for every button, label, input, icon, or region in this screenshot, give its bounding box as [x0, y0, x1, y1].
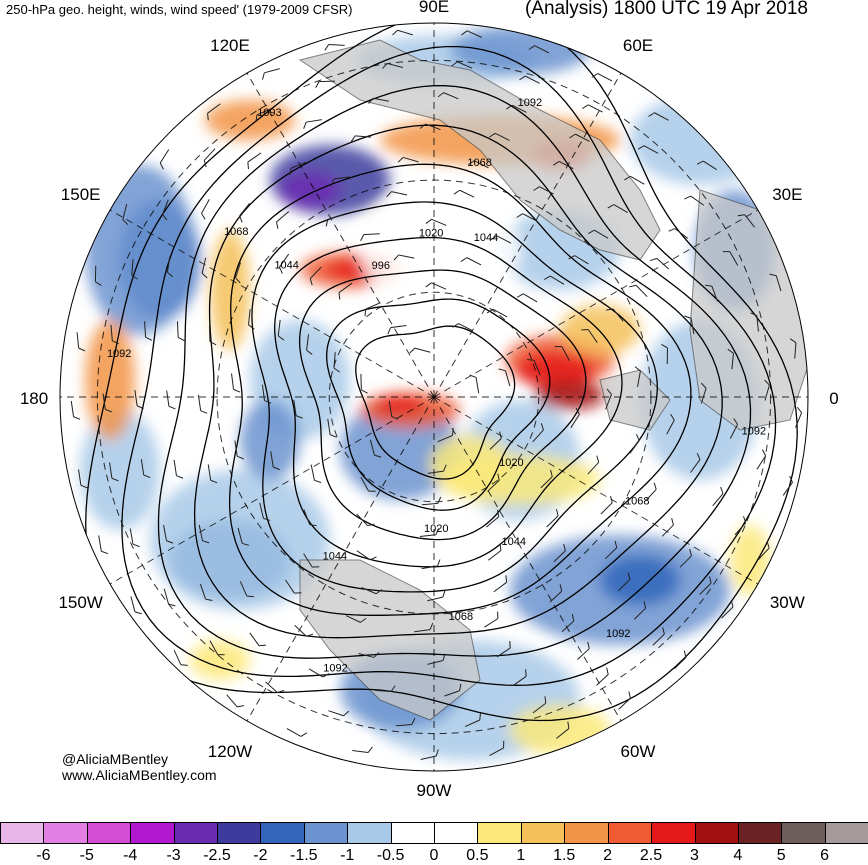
colorbar-tick-label: -1 — [340, 847, 355, 864]
colorbar-tick-label: -1.5 — [290, 847, 318, 864]
contour-label: 1092 — [742, 426, 766, 438]
colorbar-tick-label: 2 — [603, 847, 613, 864]
colorbar-swatch — [217, 822, 262, 844]
colorbar-swatch — [390, 822, 436, 844]
contour-label: 1020 — [499, 457, 523, 469]
longitude-label: 90W — [416, 781, 452, 800]
colorbar-tick-label: 0.5 — [466, 847, 489, 864]
colorbar-tick-label: 2.5 — [639, 847, 663, 864]
lat-lon-grid — [60, 23, 808, 771]
contour-label: 1020 — [419, 227, 443, 239]
contour-label: 1092 — [518, 97, 542, 109]
author-website: www.AliciaMBentley.com — [62, 767, 217, 783]
colorbar-tick-label: -5 — [79, 847, 94, 864]
colorbar-tick-label: 1 — [516, 847, 526, 864]
valid-time: (Analysis) 1800 UTC 19 Apr 2018 — [524, 0, 808, 19]
colorbar-swatch — [824, 822, 868, 844]
contour-label: 1068 — [224, 226, 248, 238]
colorbar-tick-label: 1.5 — [553, 847, 576, 864]
colorbar-swatch — [737, 822, 783, 844]
colorbar-tick-label: -2.5 — [203, 847, 231, 864]
colorbar-tick-label: -6 — [36, 847, 51, 864]
wind-barbs — [70, 29, 803, 761]
colorbar-swatch — [260, 822, 305, 844]
contour-label: 1068 — [625, 496, 649, 508]
longitude-label: 180 — [19, 389, 49, 408]
colorbar-tick-label: 5 — [776, 847, 786, 864]
colorbar-swatch — [520, 822, 566, 844]
colorbar-swatch — [86, 822, 132, 844]
longitude-label: 150W — [58, 593, 103, 612]
contour-label: 1020 — [424, 523, 448, 535]
chart-title: 250-hPa geo. height, winds, wind speed' … — [6, 2, 353, 17]
colorbar-tick-label: 0 — [429, 847, 439, 864]
colorbar-swatch — [0, 822, 45, 844]
colorbar-tick-label: 6 — [820, 847, 830, 864]
colorbar-swatch — [477, 822, 522, 844]
colorbar-tick-label: -2 — [253, 847, 268, 864]
geopotential-height-contours — [85, 23, 798, 722]
contour-label: 1068 — [467, 157, 491, 169]
longitude-label: 150E — [60, 185, 101, 204]
colorbar-swatch — [43, 822, 88, 844]
contour-labels: 1092 1068 1044 1020 996 1044 1068 1093 1092 1020 1… — [107, 97, 766, 675]
colorbar-swatch — [564, 822, 609, 844]
colorbar-swatch — [694, 822, 739, 844]
contour-label: 1092 — [107, 348, 131, 360]
colorbar-tick-label: -0.5 — [376, 847, 405, 864]
longitude-label: 30W — [769, 593, 805, 612]
colorbar-swatch — [347, 822, 392, 844]
contour-label: 1044 — [474, 232, 498, 244]
colorbar-swatch — [130, 822, 175, 844]
contour-label: 1044 — [502, 536, 526, 548]
contour-label: 996 — [372, 260, 390, 272]
author-handle: @AliciaMBentley — [62, 751, 169, 767]
longitude-label: 90E — [418, 0, 450, 16]
longitude-label: 60W — [620, 742, 656, 762]
contour-label: 1093 — [257, 107, 281, 119]
colorbar — [0, 822, 868, 844]
colorbar-swatch — [303, 822, 349, 844]
longitude-label: 120E — [210, 35, 250, 55]
colorbar-tick-label: 3 — [689, 847, 699, 864]
contour-label: 1092 — [323, 663, 347, 675]
colorbar-tick-label: -3 — [166, 847, 181, 864]
longitude-label: 0 — [829, 389, 839, 408]
colorbar-swatch — [607, 822, 653, 844]
colorbar-swatch — [173, 822, 219, 844]
contour-label: 1044 — [274, 259, 298, 271]
contour-label: 1044 — [323, 551, 347, 563]
colorbar-tick-label: -4 — [123, 847, 138, 864]
contour-label: 1068 — [449, 611, 473, 623]
polar-stereographic-map: 1092 1068 1044 1020 996 1044 1068 1093 1092 1020 1… — [59, 22, 809, 772]
colorbar-swatch — [434, 822, 479, 844]
longitude-label: 60E — [622, 35, 654, 55]
colorbar-tick-label: 4 — [733, 847, 743, 864]
longitude-label: 120W — [207, 742, 253, 762]
map-boundary — [59, 22, 809, 772]
colorbar-swatch — [651, 822, 696, 844]
colorbar-swatch — [781, 822, 826, 844]
contour-label: 1092 — [606, 628, 630, 640]
longitude-label: 30E — [772, 185, 803, 204]
